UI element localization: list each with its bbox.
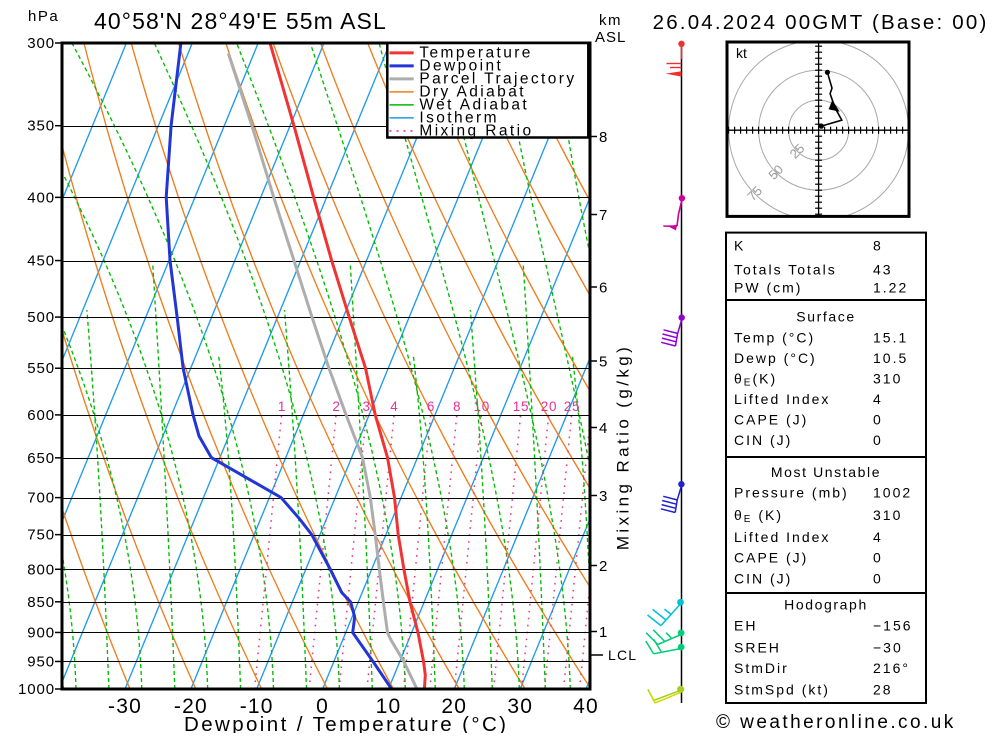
svg-text:800: 800	[27, 561, 55, 578]
svg-text:km: km	[599, 12, 622, 29]
svg-text:8: 8	[599, 129, 607, 146]
svg-text:StmSpd (kt): StmSpd (kt)	[734, 681, 830, 697]
svg-text:40: 40	[573, 695, 599, 718]
svg-text:600: 600	[27, 407, 55, 424]
svg-text:0: 0	[873, 571, 883, 587]
svg-text:216°: 216°	[873, 660, 910, 676]
svg-text:28: 28	[873, 681, 893, 697]
svg-text:1000: 1000	[18, 681, 55, 698]
svg-text:850: 850	[27, 594, 55, 611]
svg-text:43: 43	[873, 261, 893, 277]
svg-text:Pressure (mb): Pressure (mb)	[734, 485, 849, 501]
svg-text:1: 1	[599, 624, 607, 641]
svg-text:ASL: ASL	[595, 29, 626, 46]
svg-text:4: 4	[390, 399, 398, 414]
svg-text:Dewpoint: Dewpoint	[419, 57, 503, 74]
svg-text:3: 3	[599, 488, 607, 505]
svg-text:900: 900	[27, 625, 55, 642]
svg-text:-30: -30	[108, 695, 142, 718]
svg-text:700: 700	[27, 490, 55, 507]
svg-text:K: K	[734, 238, 745, 254]
svg-text:950: 950	[27, 654, 55, 671]
svg-text:400: 400	[27, 189, 55, 206]
svg-text:6: 6	[599, 280, 607, 297]
svg-text:8: 8	[453, 399, 461, 414]
svg-text:20: 20	[441, 695, 467, 718]
svg-text:1.22: 1.22	[873, 280, 908, 296]
svg-text:Surface: Surface	[796, 309, 855, 325]
svg-text:Temp (°C): Temp (°C)	[734, 330, 815, 346]
svg-text:CIN (J): CIN (J)	[734, 571, 792, 587]
svg-text:10: 10	[376, 695, 402, 718]
svg-text:LCL: LCL	[608, 647, 637, 663]
svg-text:θE (K): θE (K)	[734, 507, 783, 525]
svg-text:SREH: SREH	[734, 640, 781, 656]
svg-text:0: 0	[873, 411, 883, 427]
svg-text:350: 350	[27, 118, 55, 135]
svg-text:EH: EH	[734, 618, 757, 634]
svg-text:310: 310	[873, 507, 902, 523]
svg-text:Dry Adiabat: Dry Adiabat	[419, 83, 526, 100]
svg-text:Hodograph: Hodograph	[784, 596, 868, 612]
svg-text:26.04.2024 00GMT (Base: 00): 26.04.2024 00GMT (Base: 00)	[653, 11, 989, 34]
svg-text:PW (cm): PW (cm)	[734, 280, 802, 296]
svg-text:−30: −30	[873, 640, 903, 656]
svg-text:Parcel Trajectory: Parcel Trajectory	[419, 70, 576, 87]
svg-text:0: 0	[873, 549, 883, 565]
svg-text:CAPE (J): CAPE (J)	[734, 549, 808, 565]
svg-text:kt: kt	[736, 45, 747, 61]
svg-text:450: 450	[27, 253, 55, 270]
svg-text:20: 20	[541, 399, 558, 414]
svg-text:Mixing Ratio (g/kg): Mixing Ratio (g/kg)	[614, 344, 633, 550]
svg-text:-20: -20	[174, 695, 208, 718]
svg-text:Mixing Ratio: Mixing Ratio	[419, 122, 533, 139]
svg-text:5: 5	[599, 354, 607, 371]
svg-text:StmDir: StmDir	[734, 660, 789, 676]
svg-text:CAPE (J): CAPE (J)	[734, 411, 808, 427]
svg-text:© weatheronline.co.uk: © weatheronline.co.uk	[716, 712, 956, 733]
svg-text:3: 3	[362, 399, 370, 414]
svg-text:650: 650	[27, 450, 55, 467]
svg-text:θE(K): θE(K)	[734, 371, 777, 389]
svg-text:1002: 1002	[873, 485, 912, 501]
svg-text:-10: -10	[240, 695, 274, 718]
svg-text:8: 8	[873, 238, 883, 254]
svg-text:500: 500	[27, 309, 55, 326]
svg-text:30: 30	[507, 695, 533, 718]
svg-text:hPa: hPa	[28, 8, 59, 25]
svg-text:0: 0	[316, 695, 329, 718]
svg-text:310: 310	[873, 371, 902, 387]
svg-text:Dewp (°C): Dewp (°C)	[734, 350, 817, 366]
svg-text:10: 10	[473, 399, 490, 414]
svg-text:Totals Totals: Totals Totals	[734, 261, 837, 277]
svg-text:550: 550	[27, 360, 55, 377]
svg-text:Dewpoint / Temperature (°C): Dewpoint / Temperature (°C)	[184, 713, 508, 733]
svg-text:4: 4	[599, 420, 607, 437]
svg-text:15.1: 15.1	[873, 330, 908, 346]
svg-text:40°58'N 28°49'E 55m ASL: 40°58'N 28°49'E 55m ASL	[94, 8, 387, 34]
svg-text:Lifted Index: Lifted Index	[734, 391, 830, 407]
svg-text:−156: −156	[873, 618, 913, 634]
svg-text:Temperature: Temperature	[419, 44, 532, 61]
svg-text:2: 2	[599, 558, 607, 575]
svg-text:Most Unstable: Most Unstable	[771, 464, 881, 480]
svg-text:Isotherm: Isotherm	[419, 109, 499, 126]
svg-text:6: 6	[427, 399, 435, 414]
svg-text:Lifted Index: Lifted Index	[734, 529, 830, 545]
svg-text:2: 2	[332, 399, 340, 414]
svg-text:15: 15	[513, 399, 530, 414]
svg-text:750: 750	[27, 527, 55, 544]
svg-text:CIN (J): CIN (J)	[734, 432, 792, 448]
svg-text:25: 25	[564, 399, 581, 414]
svg-text:Wet Adiabat: Wet Adiabat	[419, 96, 529, 113]
svg-text:10.5: 10.5	[873, 350, 908, 366]
svg-text:7: 7	[599, 207, 607, 224]
svg-text:4: 4	[873, 391, 883, 407]
svg-text:0: 0	[873, 432, 883, 448]
svg-text:4: 4	[873, 529, 883, 545]
svg-text:300: 300	[27, 35, 55, 52]
svg-text:1: 1	[278, 399, 286, 414]
